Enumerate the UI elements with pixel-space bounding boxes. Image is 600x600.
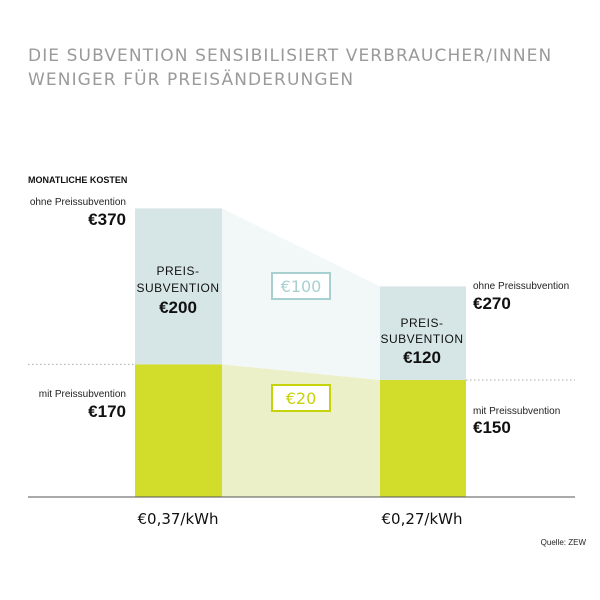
bar-1-subsidy-label-line-1: PREIS- xyxy=(156,264,199,278)
diff-without-value: €100 xyxy=(281,277,322,296)
x-tick-label-1: €0,37/kWh xyxy=(137,510,218,528)
right-with-label: mit Preissubvention xyxy=(473,406,560,417)
bar-2-subsidy xyxy=(380,286,466,380)
band-with-subsidy xyxy=(222,364,380,497)
left-with-value: €170 xyxy=(88,402,126,421)
y-axis-title: MONATLICHE KOSTEN xyxy=(28,175,127,185)
right-with-value: €150 xyxy=(473,418,511,437)
bar-1-subsidy-value: €200 xyxy=(159,298,197,317)
diff-without-box xyxy=(271,272,331,300)
right-without-value: €270 xyxy=(473,294,511,313)
bar-1-subsidy xyxy=(135,208,222,365)
diff-with-value: €20 xyxy=(286,389,317,408)
diff-with-box xyxy=(271,384,331,412)
bar-2-with-subsidy xyxy=(380,380,466,497)
left-without-value: €370 xyxy=(88,210,126,229)
right-without-label: ohne Preissubvention xyxy=(473,281,569,292)
chart-title: DIE SUBVENTION SENSIBILISIERT VERBRAUCHE… xyxy=(28,44,552,92)
chart-title-line-1: DIE SUBVENTION SENSIBILISIERT VERBRAUCHE… xyxy=(28,46,553,66)
left-with-label: mit Preissubvention xyxy=(39,389,126,400)
x-tick-label-2: €0,27/kWh xyxy=(381,510,462,528)
chart-title-line-2: WENIGER FÜR PREISÄNDERUNGEN xyxy=(28,70,355,90)
bar-2-subsidy-label-line-2: SUBVENTION xyxy=(380,332,463,346)
left-without-label: ohne Preissubvention xyxy=(30,197,126,208)
source-note: Quelle: ZEW xyxy=(541,538,587,547)
bar-1-with-subsidy xyxy=(135,364,222,497)
bar-2-subsidy-value: €120 xyxy=(403,348,441,367)
bar-2-subsidy-label-line-1: PREIS- xyxy=(400,316,443,330)
bar-1-subsidy-label-line-2: SUBVENTION xyxy=(136,281,219,295)
